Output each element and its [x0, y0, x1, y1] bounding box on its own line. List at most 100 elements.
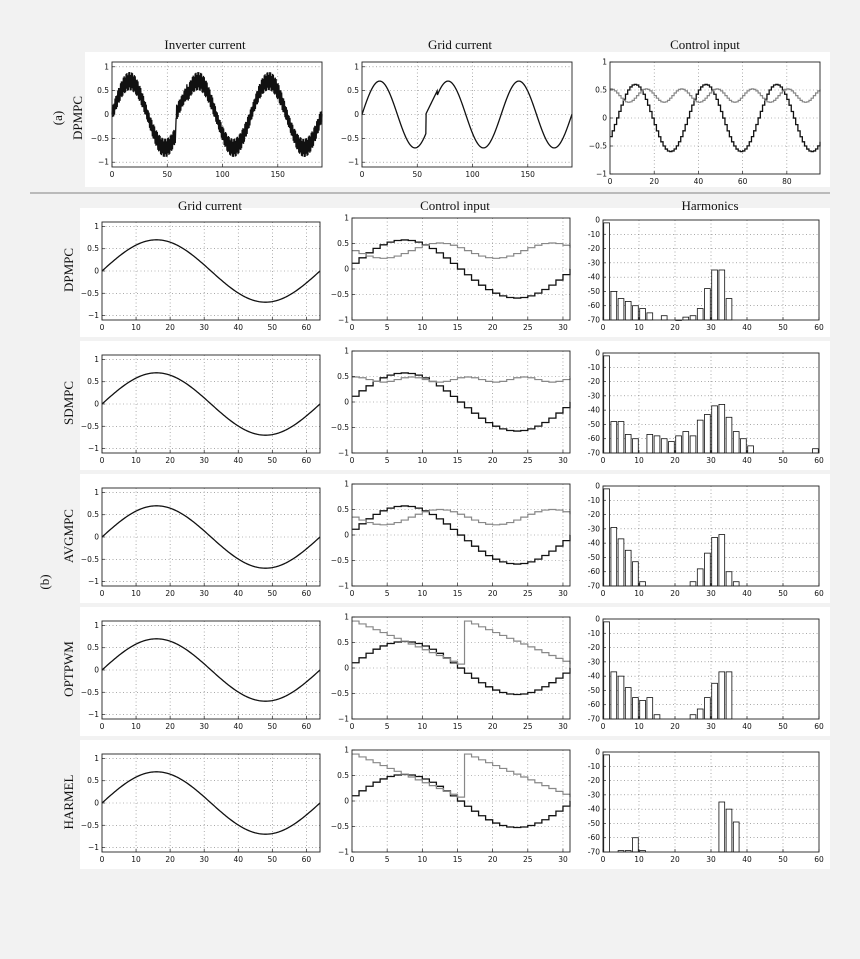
- x-tick-label: 60: [814, 456, 824, 465]
- y-tick-label: −0.5: [91, 134, 109, 143]
- x-tick-label: 5: [385, 722, 390, 731]
- harmonic-bar: [617, 421, 625, 454]
- x-tick-label: 30: [706, 855, 716, 864]
- harmonic-bar: [725, 808, 733, 853]
- harmonic-bar: [732, 431, 740, 454]
- row-label-optpwm: OPTPWM: [61, 641, 76, 697]
- series-line-1: [101, 771, 321, 835]
- harmonic-bar: [624, 549, 632, 587]
- x-tick-label: 60: [814, 722, 824, 731]
- x-tick-label: 20: [488, 589, 498, 598]
- y-tick-label: 0: [354, 110, 359, 119]
- y-tick-label: −1: [88, 843, 99, 852]
- x-tick-label: 20: [165, 323, 175, 332]
- x-tick-label: 50: [268, 722, 278, 731]
- harmonic-bar: [646, 697, 654, 720]
- x-tick-label: 50: [778, 323, 788, 332]
- y-tick-label: -10: [588, 496, 600, 505]
- series-line-1: [352, 372, 571, 432]
- x-tick-label: 0: [608, 177, 613, 186]
- x-tick-label: 30: [199, 323, 209, 332]
- harmonic-bar: [653, 435, 661, 454]
- y-tick-label: −1: [338, 316, 349, 325]
- series-line-1: [352, 239, 571, 299]
- harmonic-bar: [610, 671, 618, 720]
- y-tick-label: -40: [588, 539, 600, 548]
- chart-b-dpmpc-control: 0 5 10 15 20 25 30 1 0.5 0 −0.5 −1: [331, 214, 571, 332]
- series-line-1: [352, 505, 571, 565]
- y-tick-label: 0: [104, 110, 109, 119]
- chart-b-optpwm-control: 0 5 10 15 20 25 30 1 0.5 0 −0.5 −1: [331, 613, 571, 731]
- x-tick-label: 5: [385, 456, 390, 465]
- y-tick-label: -60: [588, 567, 600, 576]
- row-label-a-dpmpc: DPMPC: [70, 96, 85, 140]
- y-tick-label: 0.5: [87, 510, 99, 519]
- y-tick-label: -10: [588, 629, 600, 638]
- x-tick-label: 40: [233, 456, 243, 465]
- x-tick-label: 30: [199, 456, 209, 465]
- x-tick-label: 15: [453, 855, 463, 864]
- bottom-title-harmonics: Harmonics: [681, 198, 738, 213]
- y-tick-label: −0.5: [341, 134, 359, 143]
- harmonic-bar: [718, 269, 726, 321]
- harmonic-bar: [610, 527, 618, 587]
- x-tick-label: 150: [271, 170, 286, 179]
- y-tick-label: −1: [338, 582, 349, 591]
- series-line-2: [352, 753, 571, 798]
- chart-b-sdmpc-harm: 0 10 20 30 40 50 60 0 -10 -20 -30 -40 -50 -60 -70: [588, 349, 824, 466]
- bottom-title-control-input: Control input: [420, 198, 490, 213]
- x-tick-label: 20: [670, 323, 680, 332]
- x-tick-label: 0: [100, 589, 105, 598]
- y-tick-label: −0.5: [81, 688, 99, 697]
- y-tick-label: 1: [104, 62, 109, 71]
- harmonic-bar: [639, 308, 646, 321]
- y-tick-label: -70: [588, 449, 600, 458]
- harmonic-bar: [718, 404, 726, 454]
- x-tick-label: 50: [268, 323, 278, 332]
- y-tick-label: −1: [348, 158, 359, 167]
- y-tick-label: -20: [588, 377, 600, 386]
- y-tick-label: 0: [344, 531, 349, 540]
- panel-bg-a: [85, 52, 830, 187]
- harmonic-bar: [624, 687, 632, 720]
- series-line-1: [101, 239, 321, 303]
- x-tick-label: 40: [233, 323, 243, 332]
- harmonic-bar: [711, 269, 718, 321]
- y-tick-label: 1: [354, 62, 359, 71]
- y-tick-label: −1: [88, 577, 99, 586]
- y-tick-label: −0.5: [331, 423, 349, 432]
- x-tick-label: 30: [199, 722, 209, 731]
- harmonic-bar: [689, 435, 697, 454]
- chart-a-grid: 0 50 100 150 1 0.5 0 −0.5 −1: [341, 61, 573, 179]
- x-tick-label: 50: [778, 456, 788, 465]
- x-tick-label: 10: [634, 323, 644, 332]
- chart-a-control: 0 20 40 60 80 1 0.5 0 −0.5 −1: [589, 58, 821, 186]
- y-tick-label: -20: [588, 244, 600, 253]
- x-tick-label: 30: [558, 456, 568, 465]
- x-tick-label: 0: [601, 456, 606, 465]
- x-tick-label: 40: [742, 722, 752, 731]
- y-tick-label: 0: [595, 748, 600, 757]
- harmonic-bar: [682, 431, 690, 454]
- harmonic-bar: [732, 581, 740, 587]
- x-tick-label: 30: [706, 722, 716, 731]
- x-tick-label: 0: [350, 589, 355, 598]
- y-tick-label: 0: [344, 398, 349, 407]
- chart-b-harmel-grid: 0 10 20 30 40 50 60 1 0.5 0 −0.5 −1: [81, 753, 321, 864]
- y-tick-label: 0.5: [337, 505, 349, 514]
- x-tick-label: 40: [742, 589, 752, 598]
- y-tick-label: -10: [588, 230, 600, 239]
- x-tick-label: 30: [199, 589, 209, 598]
- x-tick-label: 30: [558, 855, 568, 864]
- x-tick-label: 50: [778, 722, 788, 731]
- series-line-1: [101, 372, 321, 436]
- chart-b-optpwm-grid: 0 10 20 30 40 50 60 1 0.5 0 −0.5 −1: [81, 620, 321, 731]
- y-tick-label: -30: [588, 790, 600, 799]
- section-label-a: (a): [50, 111, 65, 125]
- harmonic-bar: [704, 552, 711, 587]
- y-tick-label: 0.5: [87, 643, 99, 652]
- x-tick-label: 10: [131, 855, 141, 864]
- chart-b-avgmpc-grid: 0 10 20 30 40 50 60 1 0.5 0 −0.5 −1: [81, 487, 321, 598]
- harmonic-bar: [725, 571, 733, 587]
- chart-b-harmel-control: 0 5 10 15 20 25 30 1 0.5 0 −0.5 −1: [331, 746, 571, 864]
